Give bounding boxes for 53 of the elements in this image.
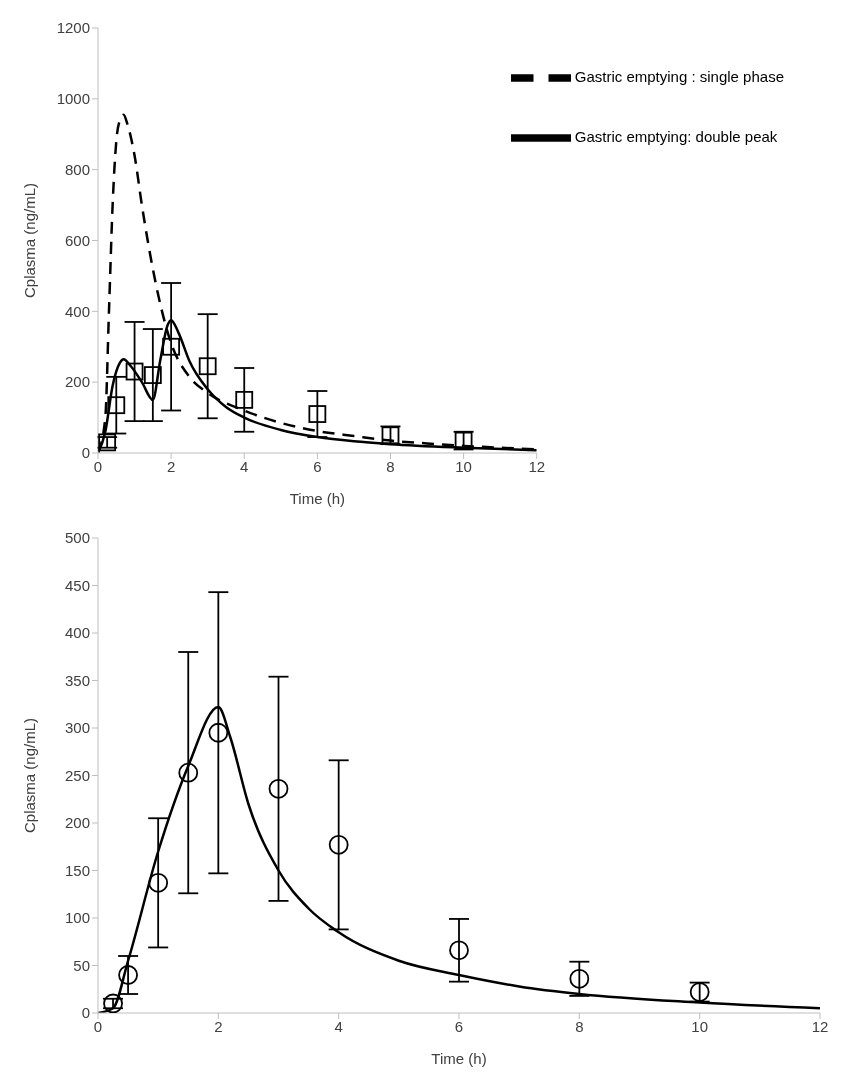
- y-tick-label: 600: [64, 231, 90, 249]
- point: [569, 968, 590, 989]
- y-tick-label: 1200: [56, 19, 90, 37]
- legend-label: Gastric emptying : single phase: [574, 67, 784, 85]
- y-tick-label: 100: [64, 909, 90, 927]
- x-tick-label: 4: [240, 457, 249, 475]
- point: [162, 337, 181, 356]
- x-tick-label: 8: [386, 457, 395, 475]
- y-tick-label: 250: [64, 766, 90, 784]
- x-axis-title: Time (h): [289, 490, 345, 507]
- x-tick-label: 6: [454, 1017, 464, 1035]
- y-tick-label: 200: [64, 373, 90, 391]
- y-tick-label: 50: [73, 956, 90, 974]
- point: [178, 762, 199, 783]
- x-tick-label: 2: [166, 457, 176, 475]
- y-tick-label: 350: [64, 671, 90, 689]
- y-tick-label: 500: [64, 529, 90, 547]
- y-tick-label: 400: [64, 624, 90, 642]
- y-tick-label: 0: [81, 444, 90, 462]
- point: [268, 778, 289, 799]
- x-tick-label: 10: [455, 457, 472, 475]
- y-tick-label: 150: [64, 861, 90, 879]
- point: [328, 834, 349, 855]
- y-tick-label: 450: [64, 576, 90, 594]
- y-tick-label: 1000: [56, 90, 90, 108]
- legend-label: Gastric emptying: double peak: [574, 127, 778, 145]
- x-tick-label: 2: [214, 1017, 223, 1035]
- point: [308, 405, 327, 423]
- point: [125, 362, 144, 381]
- x-tick-label: 12: [528, 457, 546, 475]
- y-tick-label: 300: [64, 719, 90, 737]
- y-tick-label: 200: [64, 814, 90, 832]
- x-tick-label: 6: [313, 457, 322, 475]
- y-axis-title: Cplasma (ng/mL): [21, 182, 39, 299]
- x-tick-label: 0: [93, 457, 103, 475]
- point: [208, 722, 229, 743]
- x-tick-label: 10: [691, 1017, 709, 1035]
- y-tick-label: 800: [64, 160, 90, 178]
- point: [118, 965, 138, 985]
- point: [148, 872, 169, 893]
- x-tick-label: 8: [575, 1017, 584, 1035]
- y-tick-label: 400: [64, 302, 90, 320]
- x-tick-label: 12: [811, 1017, 829, 1035]
- x-tick-label: 0: [93, 1017, 103, 1035]
- point: [198, 357, 217, 376]
- y-tick-label: 0: [81, 1004, 90, 1022]
- y-axis-title: Cplasma (ng/mL): [21, 717, 39, 834]
- x-tick-label: 4: [334, 1017, 343, 1035]
- point: [449, 940, 469, 961]
- point: [107, 396, 126, 415]
- point: [235, 390, 254, 409]
- x-axis-title: Time (h): [431, 1050, 487, 1067]
- point: [143, 366, 162, 384]
